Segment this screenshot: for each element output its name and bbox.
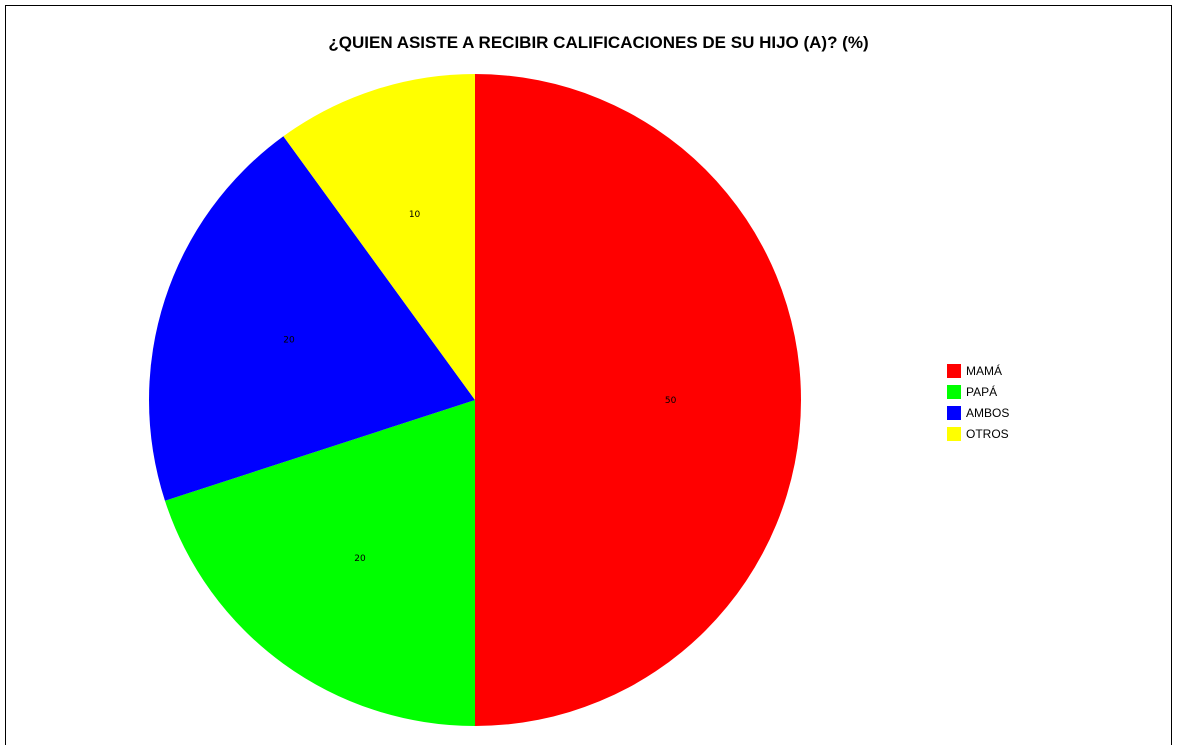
legend-label-mama: MAMÁ xyxy=(966,363,1002,378)
legend-swatch-otros xyxy=(947,426,961,441)
pie-slice-otros xyxy=(283,74,475,400)
slice-label-papa: 20 xyxy=(354,554,366,564)
pie-slice-mama xyxy=(475,74,801,726)
chart-legend: MAMÁ PAPÁ AMBOS OTROS xyxy=(947,360,1009,444)
chart-frame xyxy=(5,5,1172,745)
pie-slice-papa xyxy=(164,400,476,726)
pie-value-labels: 50 20 20 10 xyxy=(283,210,676,564)
legend-swatch-papa xyxy=(947,384,961,399)
slice-label-otros: 10 xyxy=(409,210,421,220)
slice-label-ambos: 20 xyxy=(283,336,295,346)
legend-swatch-mama xyxy=(947,363,961,378)
legend-item-otros: OTROS xyxy=(947,423,1009,444)
chart-title: ¿QUIEN ASISTE A RECIBIR CALIFICACIONES D… xyxy=(328,33,869,52)
pie-slice-ambos xyxy=(149,136,476,501)
legend-label-papa: PAPÁ xyxy=(966,384,998,399)
legend-swatch-ambos xyxy=(947,405,961,420)
pie-slices xyxy=(149,74,801,726)
legend-item-ambos: AMBOS xyxy=(947,402,1009,423)
slice-label-mama: 50 xyxy=(665,396,677,406)
legend-item-papa: PAPÁ xyxy=(947,381,1009,402)
legend-item-mama: MAMÁ xyxy=(947,360,1009,381)
legend-label-ambos: AMBOS xyxy=(966,405,1010,420)
legend-label-otros: OTROS xyxy=(966,426,1009,441)
